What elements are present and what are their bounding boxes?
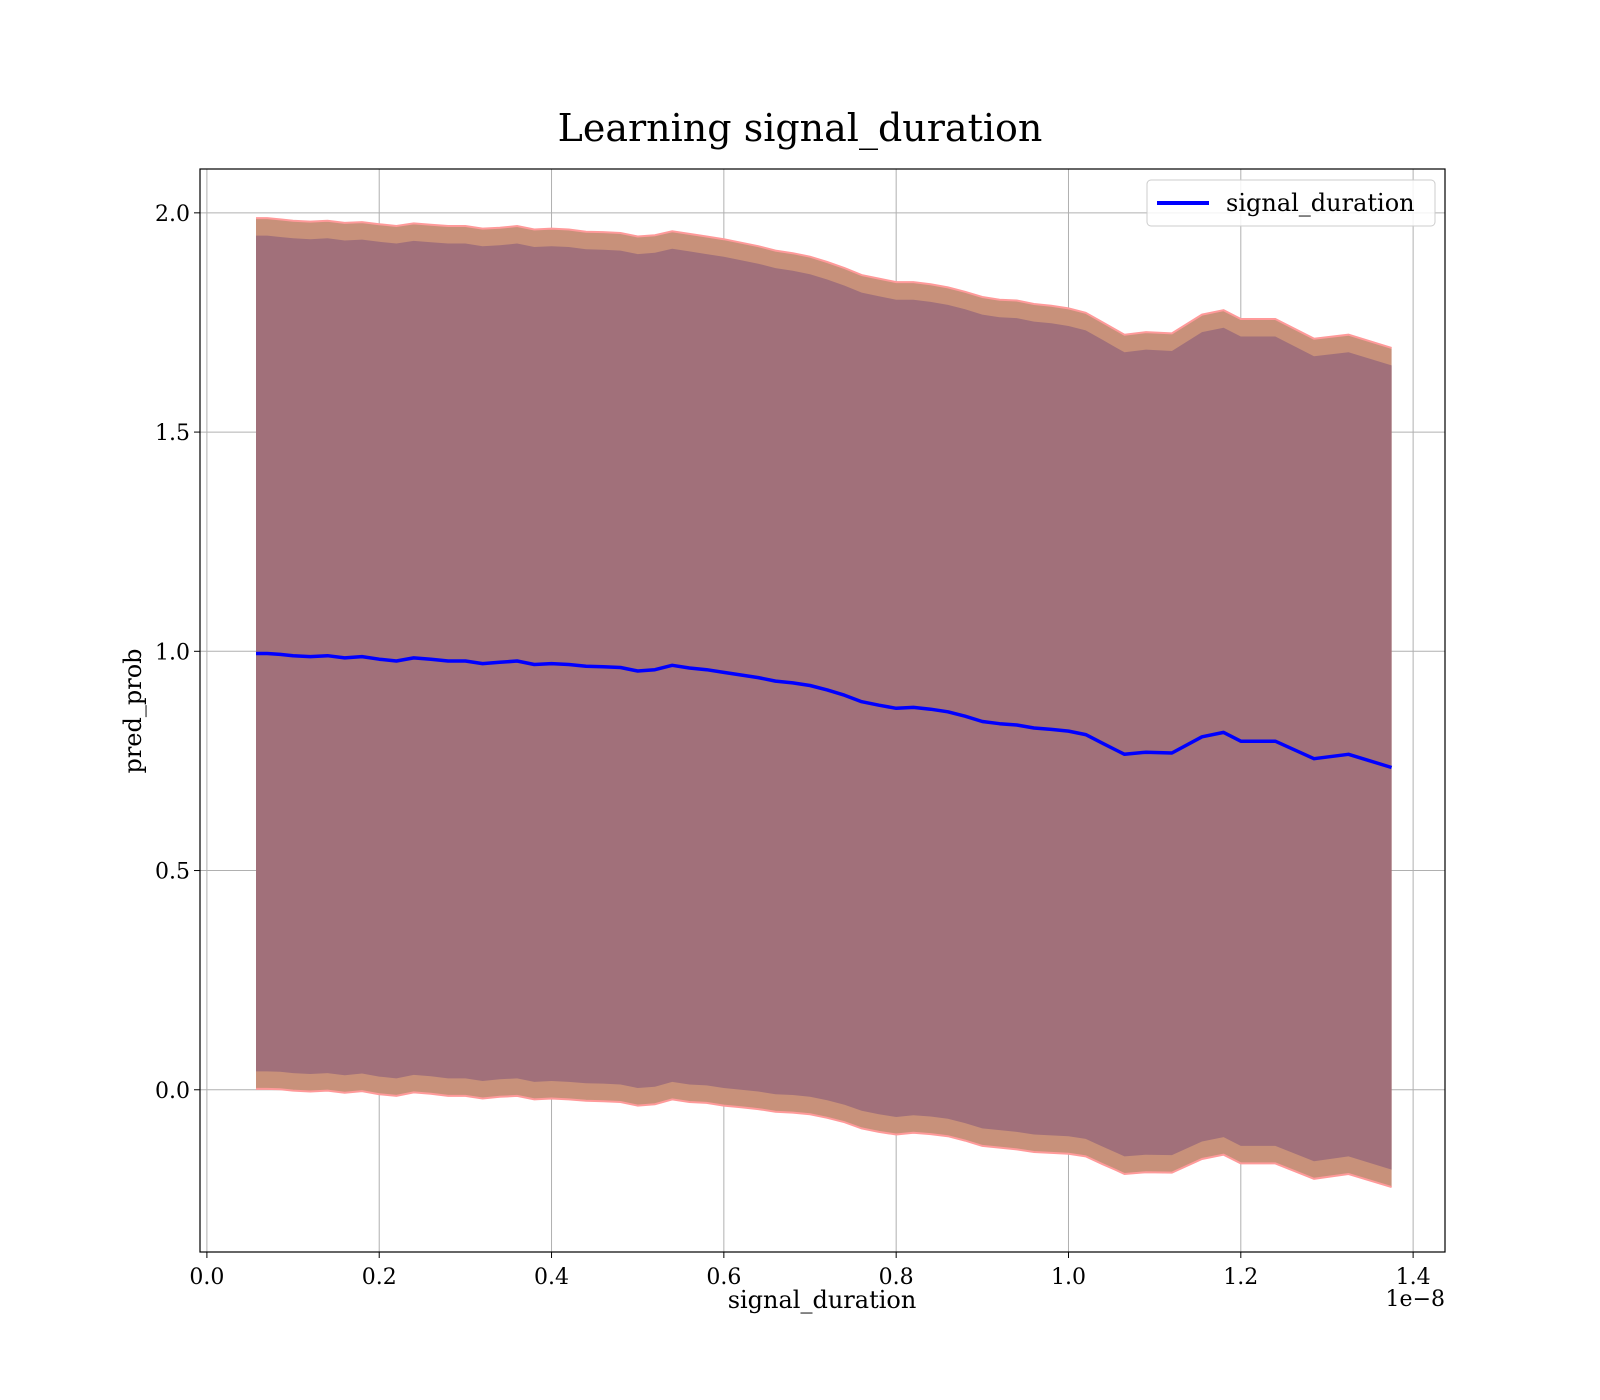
x-tick-label: 0.2	[362, 1265, 397, 1290]
y-tick-label: 1.0	[155, 640, 190, 665]
x-tick-label: 1.4	[1396, 1265, 1431, 1290]
x-axis-offset-label: 1e−8	[1386, 1287, 1445, 1312]
y-tick-label: 2.0	[155, 202, 190, 227]
y-axis-ticks: 0.0 0.5 1.0 1.5 2.0	[155, 202, 200, 1104]
x-axis-label: signal_duration	[728, 1286, 917, 1314]
x-tick-label: 0.0	[189, 1265, 224, 1290]
legend-label-signal-duration: signal_duration	[1226, 189, 1415, 217]
y-tick-label: 1.5	[155, 421, 190, 446]
x-axis-ticks: 0.0 0.2 0.4 0.6 0.8 1.0 1.2 1.4	[189, 1252, 1431, 1290]
x-tick-label: 0.6	[706, 1265, 741, 1290]
y-axis-label: pred_prob	[119, 648, 147, 773]
series-lines	[256, 651, 1393, 770]
confidence-bands	[256, 217, 1392, 1189]
x-tick-label: 1.2	[1223, 1265, 1258, 1290]
y-tick-label: 0.5	[155, 860, 190, 885]
x-tick-label: 1.0	[1051, 1265, 1086, 1290]
outer-band-lower-edge	[256, 1087, 1392, 1189]
legend: signal_duration	[1146, 179, 1436, 227]
x-tick-label: 0.4	[534, 1265, 569, 1290]
inner-confidence-band	[256, 235, 1392, 1170]
legend-box	[1146, 179, 1436, 227]
y-tick-label: 0.0	[155, 1079, 190, 1104]
chart-title: Learning signal_duration	[558, 106, 1043, 151]
x-tick-label: 0.8	[879, 1265, 914, 1290]
outer-band-upper-edge	[256, 217, 1392, 349]
plot-frame	[199, 168, 1446, 1253]
series-line-signal-duration	[256, 651, 1393, 770]
